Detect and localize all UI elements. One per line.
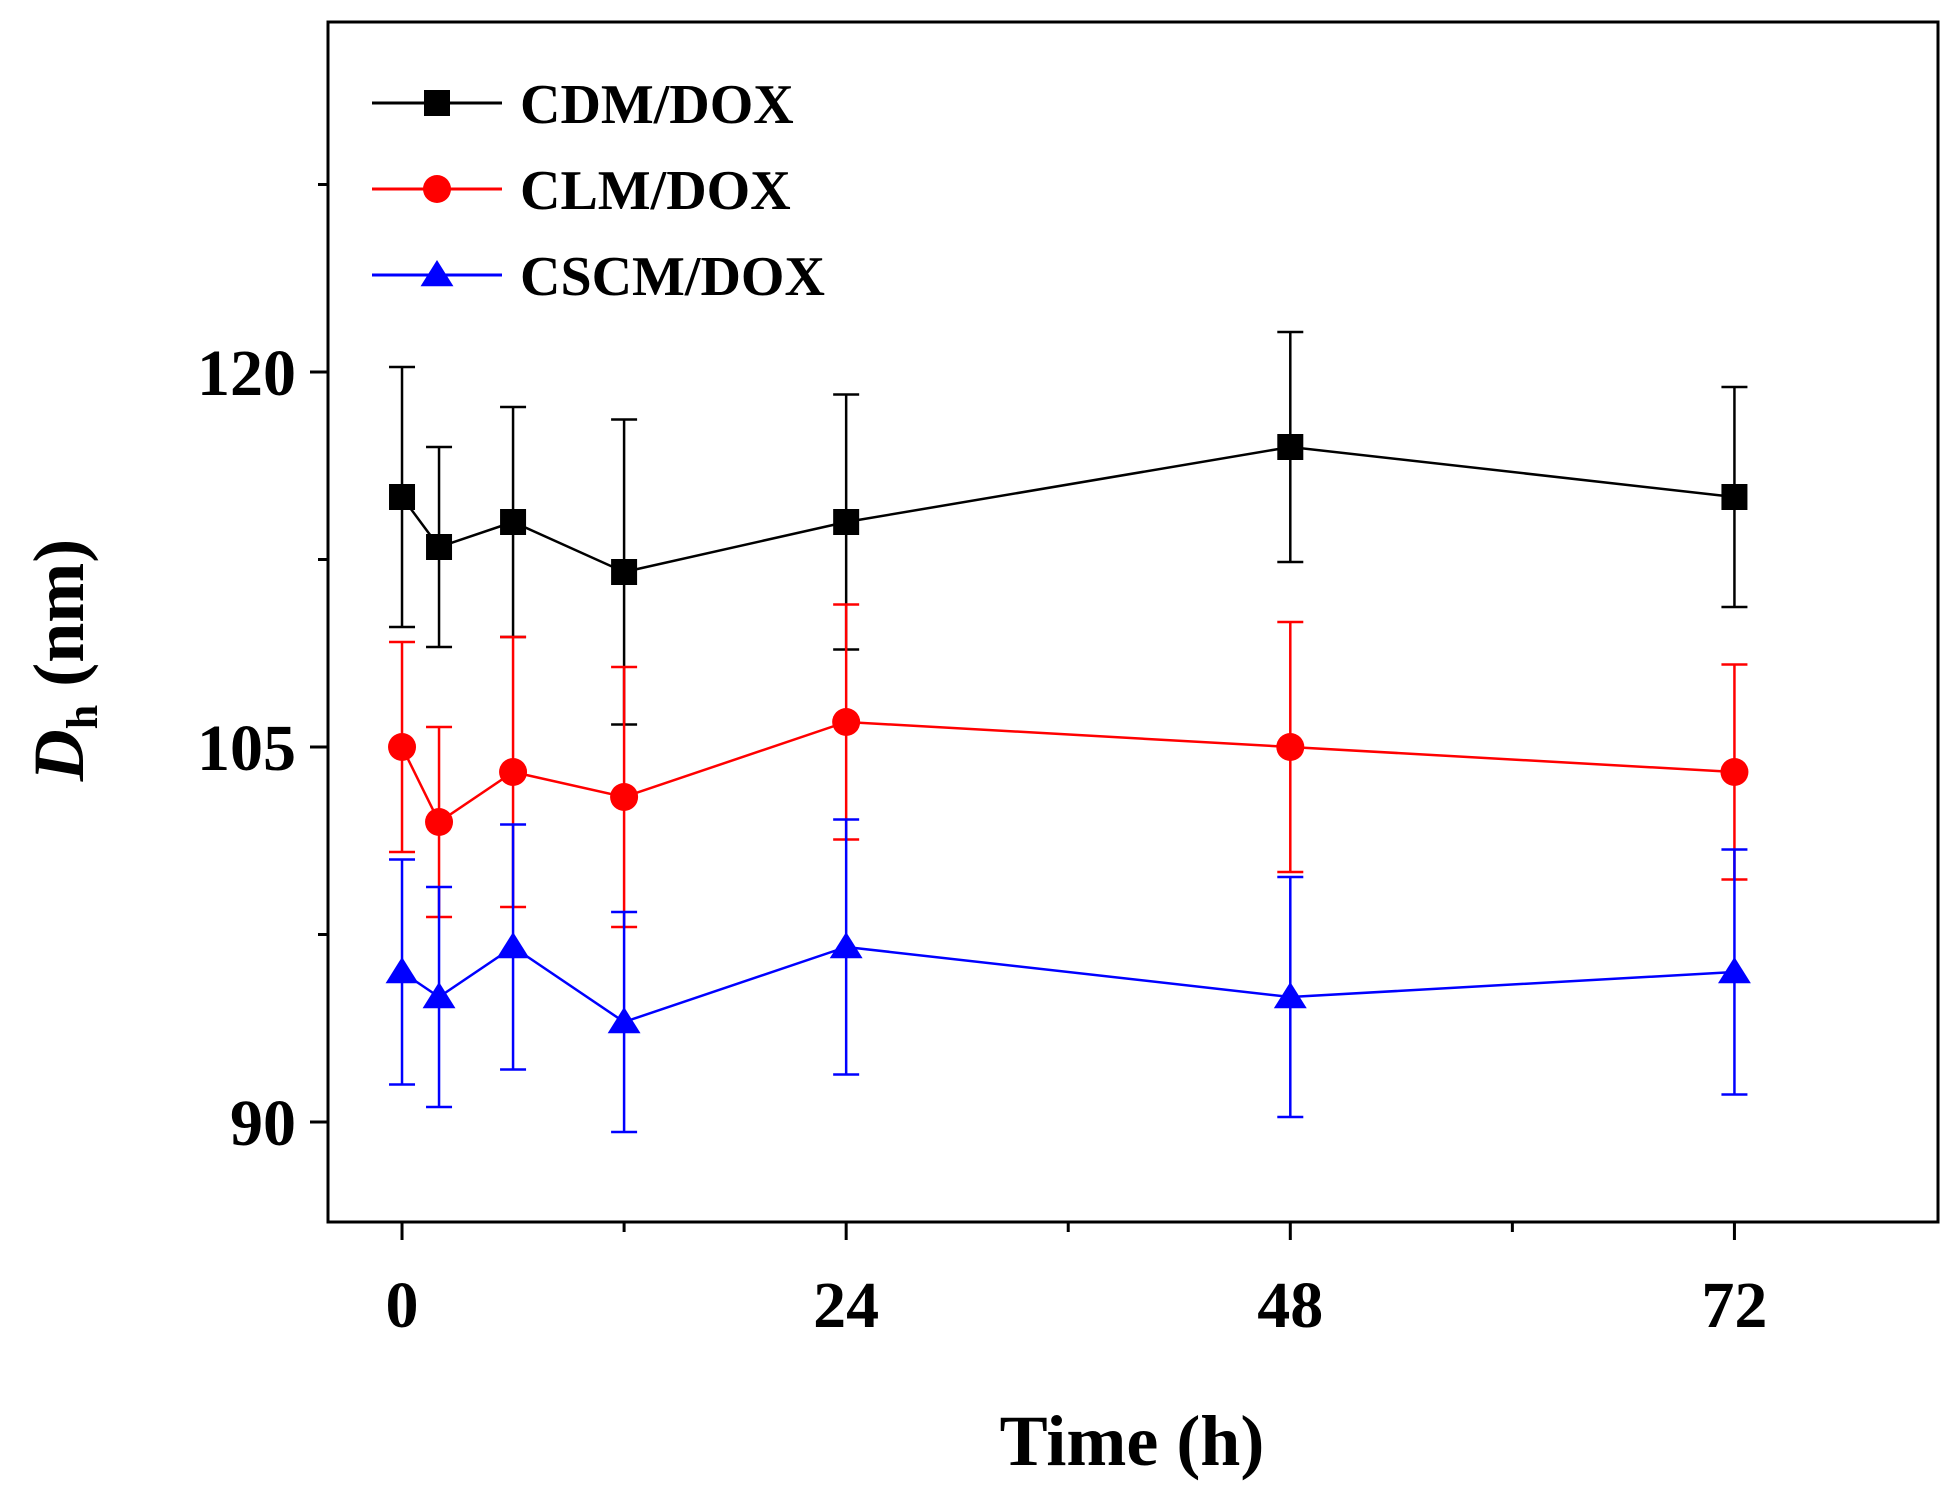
data-point — [1721, 484, 1748, 510]
data-point — [389, 484, 416, 510]
data-point — [426, 534, 453, 560]
data-point — [500, 509, 527, 535]
data-point — [1277, 434, 1304, 460]
data-point — [425, 808, 454, 836]
legend-item-cdm-dox: CDM/DOX — [372, 74, 794, 136]
data-point — [1276, 733, 1305, 761]
x-axis-title: Time (h) — [1000, 1401, 1265, 1481]
series-clm-dox — [388, 603, 1749, 929]
y-axis-title: Dh (nm) — [19, 539, 107, 782]
legend-marker — [420, 260, 454, 287]
data-point — [610, 783, 639, 811]
series-line — [400, 720, 1735, 824]
y-axis-symbol: D — [19, 729, 99, 782]
legend-marker — [423, 175, 451, 203]
data-point — [832, 708, 861, 736]
legend-item-cscm-dox: CSCM/DOX — [372, 246, 825, 308]
legend-label: CLM/DOX — [520, 160, 791, 222]
data-point — [388, 733, 417, 761]
legend: CDM/DOX CLM/DOX CSCM/DOX — [372, 74, 825, 308]
y-tick-label: 105 — [197, 712, 296, 785]
plot-frame — [326, 20, 1940, 1224]
legend-label: CDM/DOX — [520, 74, 794, 136]
legend-item-clm-dox: CLM/DOX — [372, 160, 791, 222]
x-tick-label: 48 — [1257, 1269, 1323, 1342]
data-point — [1717, 957, 1751, 984]
series-cdm-dox — [389, 330, 1748, 726]
x-tick-label: 0 — [386, 1269, 419, 1342]
y-axis-subscript: h — [58, 705, 107, 729]
x-tick-label: 72 — [1701, 1269, 1767, 1342]
tick-labels: 0 24 48 72 90 105 120 — [197, 337, 1767, 1342]
series-line — [401, 945, 1735, 1024]
data-point — [422, 982, 456, 1009]
data-point — [607, 1007, 641, 1034]
data-point — [833, 509, 860, 535]
x-tick-label: 24 — [813, 1269, 879, 1342]
data-point — [499, 758, 528, 786]
data-point — [1720, 758, 1749, 786]
data-point — [496, 932, 530, 959]
y-axis-unit: (nm) — [19, 539, 99, 687]
y-tick-label: 90 — [230, 1087, 296, 1160]
axis-ticks — [310, 183, 1736, 1240]
data-point — [829, 932, 863, 959]
series-line — [401, 445, 1735, 574]
legend-marker — [424, 90, 450, 116]
data-point — [611, 559, 638, 585]
series-layer — [385, 330, 1751, 1134]
y-tick-label: 120 — [197, 337, 296, 410]
series-cscm-dox — [385, 818, 1751, 1134]
data-point — [1273, 982, 1307, 1009]
legend-label: CSCM/DOX — [520, 246, 825, 308]
data-point — [385, 957, 419, 984]
